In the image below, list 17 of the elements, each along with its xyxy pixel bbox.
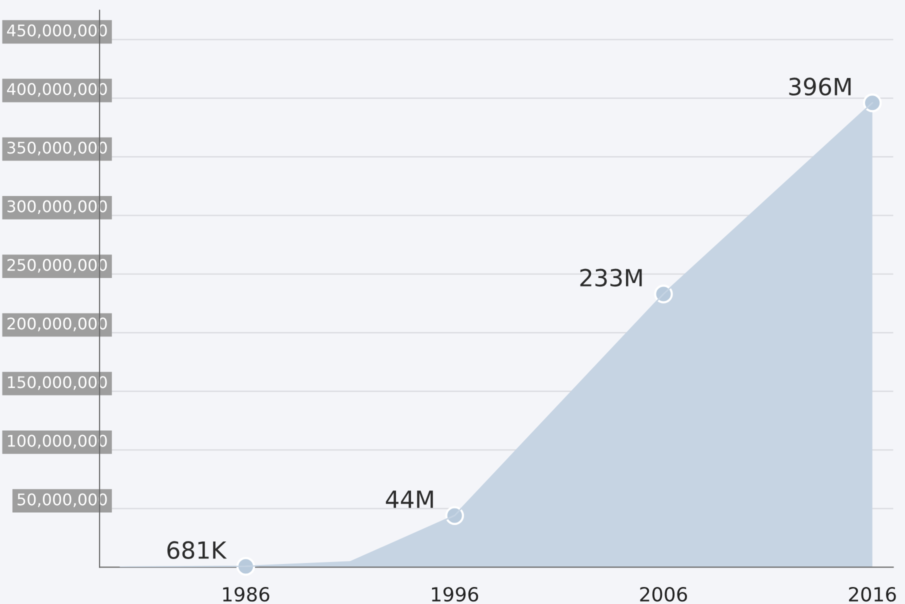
data-label: 44M — [386, 490, 433, 508]
y-tick-label: 300,000,000 — [7, 200, 107, 214]
y-tick-label: 150,000,000 — [8, 376, 107, 390]
y-tick-label: 250,000,000 — [7, 258, 107, 273]
data-label: 681K — [167, 541, 227, 560]
x-tick-label: 2006 — [640, 586, 687, 602]
y-tick-label: 100,000,000 — [8, 434, 107, 448]
data-label: 396M — [789, 78, 851, 96]
y-tick-label: 400,000,000 — [7, 83, 107, 97]
x-tick-label: 1996 — [432, 586, 478, 602]
x-tick-label: 2016 — [849, 586, 896, 602]
y-tick-label: 450,000,000 — [7, 24, 107, 38]
y-tick-label: 200,000,000 — [7, 318, 107, 332]
data-label: 233M — [580, 268, 642, 287]
y-tick-label: 50,000,000 — [18, 493, 107, 508]
y-tick-label: 350,000,000 — [7, 142, 107, 156]
x-tick-label: 1986 — [223, 586, 270, 602]
